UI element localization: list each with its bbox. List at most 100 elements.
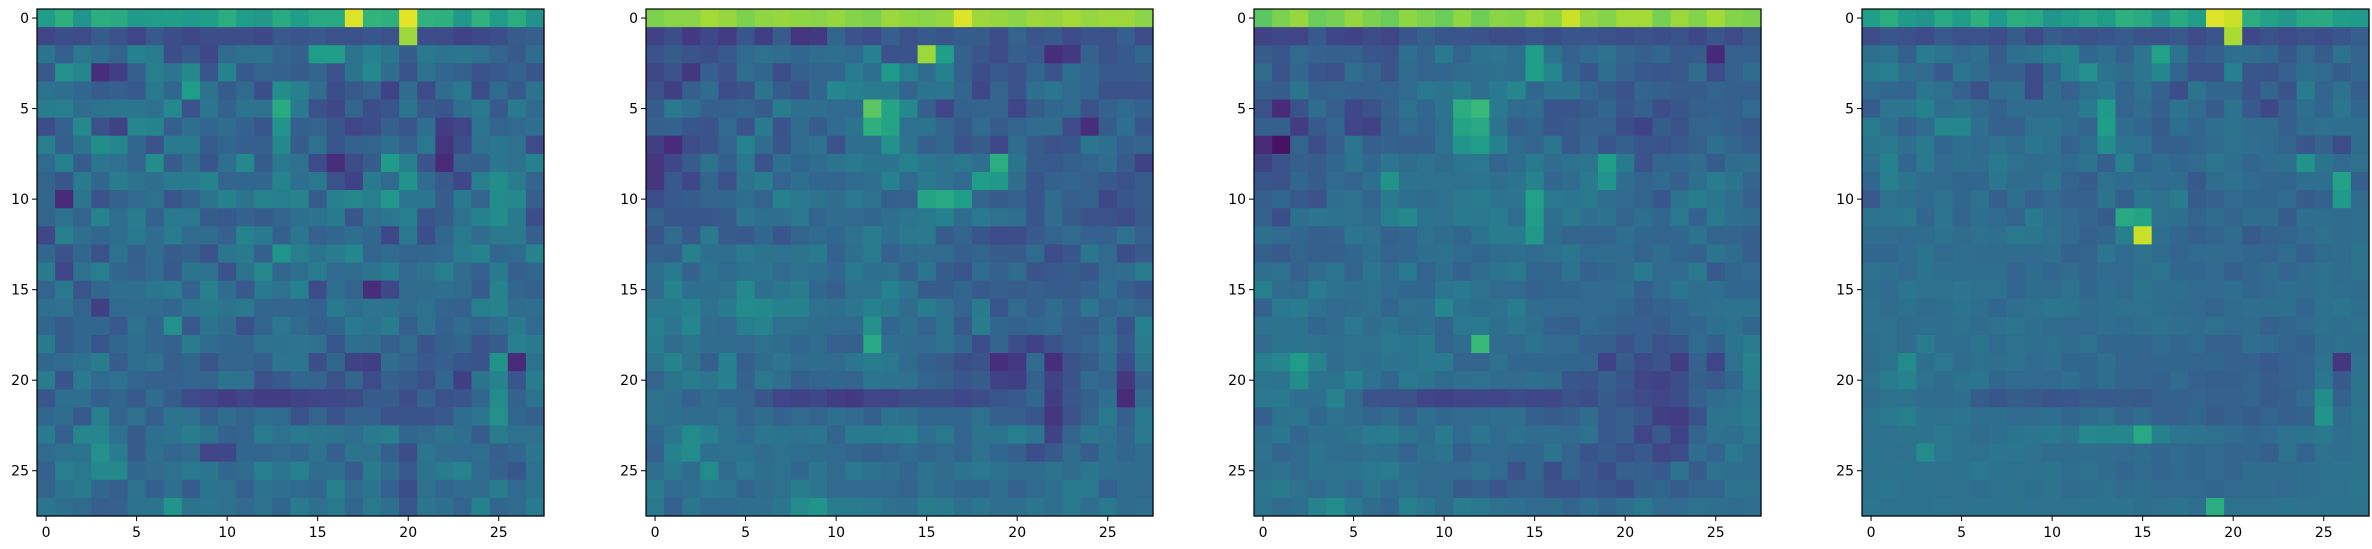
heatmap-cell bbox=[1934, 353, 1954, 372]
heatmap-cell bbox=[55, 244, 74, 264]
heatmap-cell bbox=[1362, 171, 1382, 191]
heatmap-cell bbox=[646, 316, 665, 336]
heatmap-cell bbox=[1326, 63, 1346, 83]
heatmap-cell bbox=[736, 190, 756, 209]
heatmap-cell bbox=[1062, 135, 1082, 155]
heatmap-cell bbox=[754, 298, 774, 318]
heatmap-cell bbox=[1116, 262, 1136, 282]
heatmap-cell bbox=[754, 262, 774, 282]
heatmap-cell bbox=[272, 99, 292, 119]
heatmap-cell bbox=[1507, 389, 1527, 408]
heatmap-cell bbox=[700, 262, 720, 282]
heatmap-cell bbox=[1988, 153, 2008, 173]
heatmap-cell bbox=[1326, 208, 1346, 227]
heatmap-cell bbox=[1116, 389, 1136, 408]
heatmap-cell bbox=[2314, 45, 2334, 64]
heatmap-cell bbox=[808, 389, 828, 408]
heatmap-cell bbox=[1724, 190, 1744, 209]
heatmap-cell bbox=[881, 425, 901, 445]
heatmap-cell bbox=[2133, 81, 2153, 101]
x-tick-label: 5 bbox=[132, 525, 141, 541]
heatmap-cell bbox=[1453, 99, 1472, 119]
heatmap-cell bbox=[1543, 461, 1563, 481]
heatmap-cell bbox=[1598, 262, 1617, 282]
heatmap-cell bbox=[917, 153, 937, 173]
heatmap-cell bbox=[881, 171, 901, 191]
heatmap-cell bbox=[1724, 171, 1744, 191]
heatmap-cell bbox=[145, 135, 165, 155]
heatmap-cell bbox=[2133, 135, 2153, 155]
heatmap-cell bbox=[254, 208, 273, 227]
heatmap-cell bbox=[1688, 353, 1708, 372]
heatmap-cell bbox=[2061, 353, 2080, 372]
heatmap-cell bbox=[254, 407, 273, 427]
heatmap-cell bbox=[471, 81, 491, 101]
heatmap-cell bbox=[1471, 316, 1490, 336]
y-tick-label: 20 bbox=[620, 373, 638, 389]
heatmap-cell bbox=[1062, 316, 1082, 336]
heatmap-cell bbox=[1525, 353, 1545, 372]
heatmap-cell bbox=[489, 81, 509, 101]
heatmap-cell bbox=[736, 9, 756, 28]
heatmap-cell bbox=[971, 171, 991, 191]
heatmap-cell bbox=[218, 262, 237, 282]
heatmap-cell bbox=[109, 9, 129, 28]
heatmap-cell bbox=[1254, 153, 1273, 173]
heatmap-cell bbox=[181, 63, 201, 83]
heatmap-cell bbox=[2314, 334, 2334, 354]
heatmap-cell bbox=[790, 9, 810, 28]
heatmap-cell bbox=[272, 316, 292, 336]
heatmap-cell bbox=[1098, 298, 1118, 318]
heatmap-cell bbox=[1026, 262, 1045, 282]
heatmap-cell bbox=[1398, 99, 1418, 119]
heatmap-cell bbox=[827, 262, 846, 282]
heatmap-cell bbox=[2079, 461, 2098, 481]
heatmap-cell bbox=[2061, 479, 2080, 499]
heatmap-cell bbox=[1543, 45, 1563, 64]
heatmap-cell bbox=[1416, 371, 1436, 390]
heatmap-cell bbox=[1862, 99, 1881, 119]
heatmap-cell bbox=[109, 262, 129, 282]
heatmap-cell bbox=[2296, 9, 2316, 28]
heatmap-cell bbox=[1724, 353, 1744, 372]
heatmap-cell bbox=[1862, 226, 1881, 245]
heatmap-cell bbox=[2260, 280, 2280, 300]
heatmap-cell bbox=[145, 425, 165, 445]
heatmap-cell bbox=[308, 353, 328, 372]
heatmap-cell bbox=[507, 497, 527, 517]
y-tick-label: 5 bbox=[1237, 102, 1246, 118]
heatmap-cell bbox=[1362, 371, 1382, 390]
heatmap-cell bbox=[2024, 153, 2044, 173]
heatmap-cell bbox=[2133, 117, 2153, 137]
heatmap-cell bbox=[1916, 389, 1936, 408]
heatmap-cell bbox=[899, 208, 919, 227]
heatmap-cell bbox=[2133, 226, 2153, 245]
heatmap-cell bbox=[1862, 27, 1881, 46]
heatmap-cell bbox=[525, 226, 545, 245]
heatmap-cell bbox=[1134, 425, 1154, 445]
heatmap-cell bbox=[2296, 407, 2316, 427]
heatmap-cell bbox=[2350, 244, 2370, 264]
heatmap-cell bbox=[290, 27, 310, 46]
heatmap-cell bbox=[181, 479, 201, 499]
heatmap-cell bbox=[1916, 81, 1936, 101]
heatmap-cell bbox=[2097, 353, 2117, 372]
heatmap-cell bbox=[1724, 117, 1744, 137]
heatmap-cell bbox=[1988, 334, 2008, 354]
heatmap-cell bbox=[525, 389, 545, 408]
heatmap-cell bbox=[272, 497, 292, 517]
heatmap-cell bbox=[1098, 226, 1118, 245]
heatmap-cell bbox=[1044, 153, 1064, 173]
heatmap-cell bbox=[1934, 63, 1954, 83]
heatmap-cell bbox=[1471, 334, 1490, 354]
heatmap-cell bbox=[218, 443, 237, 463]
heatmap-cell bbox=[1724, 226, 1744, 245]
heatmap-cell bbox=[953, 443, 973, 463]
heatmap-cell bbox=[91, 9, 111, 28]
heatmap-cell bbox=[1098, 443, 1118, 463]
heatmap-cell bbox=[181, 443, 201, 463]
heatmap-cell bbox=[1688, 497, 1708, 517]
heatmap-cell bbox=[435, 117, 455, 137]
heatmap-cell bbox=[1044, 226, 1064, 245]
heatmap-cell bbox=[1916, 27, 1936, 46]
